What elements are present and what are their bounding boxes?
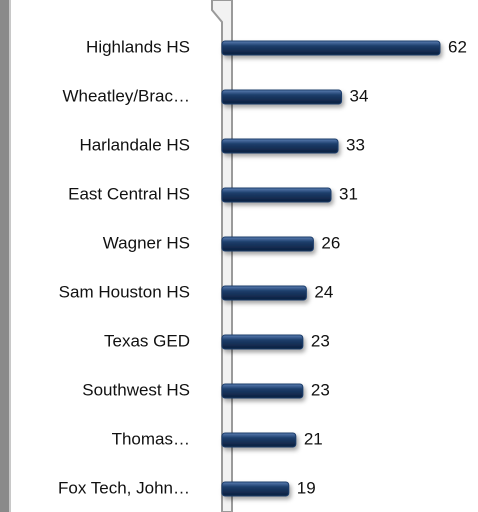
category-label: Texas GED bbox=[104, 331, 190, 350]
value-label: 23 bbox=[311, 380, 330, 399]
bar bbox=[221, 481, 290, 497]
category-label: Harlandale HS bbox=[79, 135, 190, 154]
bar bbox=[221, 236, 314, 252]
category-label: East Central HS bbox=[68, 184, 190, 203]
value-label: 62 bbox=[448, 37, 467, 56]
category-label: Wagner HS bbox=[103, 233, 190, 252]
value-label: 19 bbox=[297, 478, 316, 497]
value-label: 24 bbox=[314, 282, 333, 301]
category-label: Southwest HS bbox=[82, 380, 190, 399]
category-label: Highlands HS bbox=[86, 37, 190, 56]
value-label: 23 bbox=[311, 331, 330, 350]
value-label: 34 bbox=[350, 86, 369, 105]
bar bbox=[221, 383, 304, 399]
frame-edge bbox=[0, 0, 9, 512]
plot: Highlands HS 62 Wheatley/Brac… 34 Harlandale… bbox=[58, 37, 467, 497]
value-label: 33 bbox=[346, 135, 365, 154]
value-label: 21 bbox=[304, 429, 323, 448]
value-label: 31 bbox=[339, 184, 358, 203]
bar bbox=[221, 89, 343, 105]
category-label: Thomas… bbox=[112, 429, 190, 448]
bar bbox=[221, 187, 332, 203]
bar bbox=[221, 40, 441, 56]
category-label: Wheatley/Brac… bbox=[62, 86, 190, 105]
bar bbox=[221, 334, 304, 350]
category-label: Fox Tech, John… bbox=[58, 478, 190, 497]
category-label: Sam Houston HS bbox=[59, 282, 190, 301]
bar bbox=[221, 432, 297, 448]
value-label: 26 bbox=[321, 233, 340, 252]
frame-edge-light bbox=[9, 0, 11, 512]
bar bbox=[221, 138, 339, 154]
bar bbox=[221, 285, 307, 301]
